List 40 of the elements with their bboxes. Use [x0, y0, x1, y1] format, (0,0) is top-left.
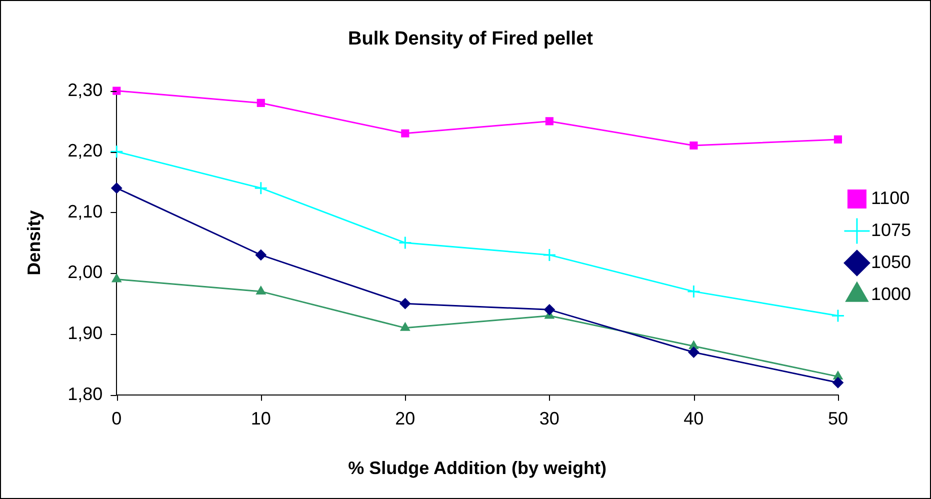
y-tick-label: 1,80	[68, 384, 103, 404]
point	[832, 377, 844, 388]
legend-label: 1050	[870, 252, 912, 272]
x-tick-label: 20	[395, 408, 416, 429]
y-tick-label: 2,30	[68, 80, 103, 100]
point	[686, 284, 700, 298]
point	[400, 322, 410, 331]
point	[256, 98, 265, 107]
point	[110, 144, 124, 158]
legend-label: 1000	[870, 284, 912, 304]
point	[255, 249, 266, 260]
point	[544, 304, 555, 316]
point	[542, 248, 556, 262]
point	[254, 181, 268, 195]
x-tick-label: 30	[539, 408, 560, 429]
point	[256, 286, 266, 294]
point	[400, 298, 411, 310]
x-tick-label: 50	[828, 408, 848, 429]
chart-title: Bulk Density of Fired pellet	[348, 28, 594, 50]
point	[112, 86, 121, 95]
y-tick-label: 1,90	[68, 322, 103, 343]
point	[112, 274, 122, 282]
y-tick-label: 2,20	[68, 140, 103, 161]
point	[834, 135, 842, 144]
x-axis-title: % Sludge Addition (by weight)	[348, 458, 606, 478]
legend-label: 1100	[870, 188, 910, 208]
point	[688, 346, 700, 358]
x-tick-label: 40	[684, 408, 704, 429]
point	[401, 129, 410, 138]
point	[831, 309, 845, 323]
point	[398, 236, 412, 250]
y-tick-label: 2,10	[68, 201, 103, 222]
x-tick-label: 10	[250, 408, 271, 429]
x-tick-label: 0	[112, 408, 122, 429]
point	[690, 141, 698, 150]
point	[111, 182, 122, 194]
y-axis-title: Density	[24, 210, 44, 276]
point	[545, 117, 554, 126]
y-tick-label: 2,00	[68, 262, 103, 282]
legend-label: 1075	[870, 220, 912, 240]
